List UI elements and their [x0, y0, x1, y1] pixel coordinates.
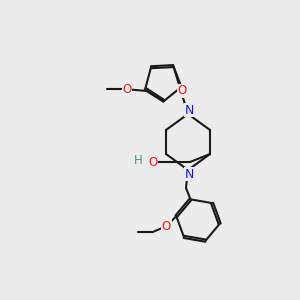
Text: O: O: [148, 155, 158, 169]
Text: N: N: [184, 167, 194, 181]
Text: O: O: [122, 83, 131, 96]
Text: H: H: [134, 154, 142, 166]
Text: O: O: [162, 220, 171, 233]
Text: N: N: [184, 103, 194, 116]
Text: O: O: [178, 84, 187, 98]
